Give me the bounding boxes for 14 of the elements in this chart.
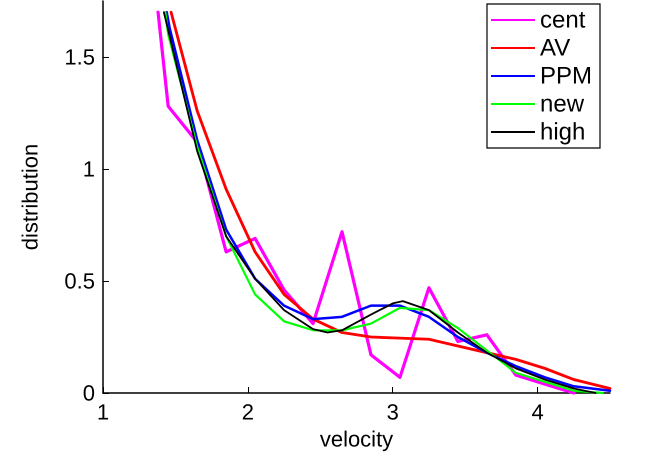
- legend-label: cent: [540, 6, 586, 34]
- y-axis-title: distribution: [18, 144, 42, 250]
- x-tick-label: 2: [242, 400, 254, 424]
- x-tick-label: 3: [386, 400, 399, 424]
- legend-label: new: [540, 90, 585, 118]
- x-axis-title: velocity: [320, 426, 394, 452]
- y-tick-label: 0.5: [64, 268, 95, 294]
- legend-label: high: [540, 118, 586, 146]
- y-tick-label: 1: [82, 156, 95, 182]
- y-tick-label: 1.5: [64, 44, 95, 70]
- x-tick-label: 4: [531, 400, 544, 424]
- legend-label: PPM: [540, 62, 592, 90]
- legend-label: AV: [540, 34, 570, 62]
- y-tick-label: 0: [82, 380, 95, 406]
